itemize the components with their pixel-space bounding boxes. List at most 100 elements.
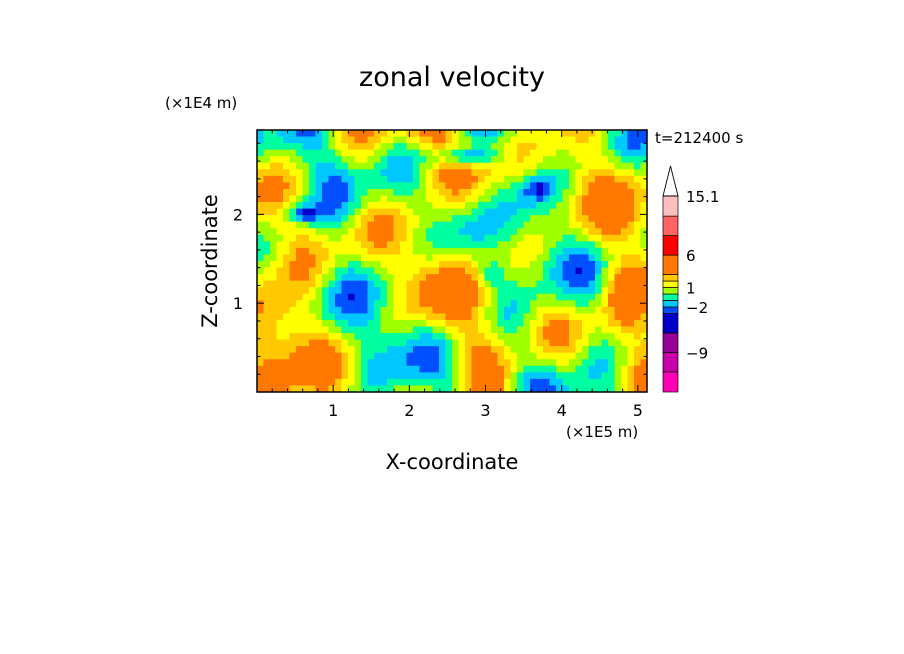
field-cell <box>283 136 290 144</box>
field-cell <box>510 162 518 170</box>
field-cell <box>621 221 628 229</box>
field-cell <box>361 202 368 209</box>
field-cell <box>504 136 511 144</box>
field-cell <box>458 221 466 229</box>
field-cell <box>270 188 277 196</box>
field-cell <box>413 306 420 314</box>
field-cell <box>374 241 381 249</box>
field-cell <box>478 313 485 321</box>
field-cell <box>439 143 446 151</box>
field-cell <box>497 215 505 223</box>
field-cell <box>309 339 316 347</box>
field-cell <box>387 306 394 314</box>
field-cell <box>413 221 420 229</box>
field-cell <box>419 149 427 157</box>
field-cell <box>276 228 284 236</box>
field-cell <box>367 162 375 170</box>
field-cell <box>458 162 466 170</box>
field-cell <box>562 247 570 255</box>
field-cell <box>575 234 583 242</box>
field-cell <box>367 247 375 255</box>
field-cell <box>582 280 589 288</box>
field-cell <box>387 188 394 196</box>
field-cell <box>400 372 407 380</box>
field-cell <box>302 195 310 203</box>
field-cell <box>614 202 622 209</box>
field-cell <box>309 378 316 386</box>
field-cell <box>504 339 511 347</box>
field-cell <box>348 326 355 334</box>
field-cell <box>575 195 583 203</box>
field-cell <box>315 162 323 170</box>
field-cell <box>387 156 394 164</box>
field-cell <box>400 346 407 354</box>
field-cell <box>263 149 271 157</box>
field-cell <box>315 385 323 392</box>
colorbar-swatch <box>662 371 679 393</box>
field-cell <box>400 136 407 144</box>
field-cell <box>575 372 583 380</box>
field-cell <box>361 162 368 170</box>
field-cell <box>530 149 537 157</box>
field-cell <box>608 319 615 327</box>
field-cell <box>517 287 524 295</box>
field-cell <box>367 306 375 314</box>
field-cell <box>582 274 589 282</box>
field-cell <box>536 365 544 373</box>
field-cell <box>510 188 518 196</box>
colorbar-swatch <box>662 254 679 275</box>
field-cell <box>575 333 583 340</box>
field-cell <box>536 162 544 170</box>
field-cell <box>471 195 479 203</box>
field-cell <box>504 208 511 216</box>
field-cell <box>335 306 342 314</box>
field-cell <box>484 378 492 386</box>
field-cell <box>497 339 505 347</box>
field-cell <box>400 293 407 301</box>
field-cell <box>348 215 355 223</box>
field-cell <box>309 169 316 177</box>
field-cell <box>582 254 589 262</box>
field-cell <box>562 280 570 288</box>
field-cell <box>504 247 511 255</box>
field-cell <box>406 319 414 327</box>
field-cell <box>406 143 414 151</box>
field-cell <box>575 208 583 216</box>
field-cell <box>497 143 505 151</box>
field-cell <box>484 162 492 170</box>
field-cell <box>309 195 316 203</box>
field-cell <box>465 287 472 295</box>
field-cell <box>588 136 596 144</box>
field-cell <box>426 306 433 314</box>
field-cell <box>543 234 550 242</box>
field-cell <box>517 221 524 229</box>
field-cell <box>432 346 440 354</box>
field-cell <box>315 247 323 255</box>
field-cell <box>263 359 271 367</box>
field-cell <box>569 162 576 170</box>
field-cell <box>536 149 544 157</box>
field-cell <box>283 372 290 380</box>
field-cell <box>497 365 505 373</box>
field-cell <box>562 352 570 360</box>
field-cell <box>452 280 459 288</box>
field-cell <box>562 175 570 183</box>
field-cell <box>393 175 401 183</box>
field-cell <box>504 326 511 334</box>
field-cell <box>582 300 589 308</box>
field-cell <box>478 346 485 354</box>
field-cell <box>582 188 589 196</box>
field-cell <box>374 254 381 262</box>
field-cell <box>419 175 427 183</box>
field-cell <box>296 352 303 360</box>
field-cell <box>289 313 297 321</box>
field-cell <box>595 293 602 301</box>
field-cell <box>354 280 362 288</box>
field-cell <box>569 208 576 216</box>
field-cell <box>432 188 440 196</box>
field-cell <box>621 378 628 386</box>
field-cell <box>588 267 596 275</box>
field-cell <box>562 313 570 321</box>
field-cell <box>283 182 290 190</box>
field-cell <box>543 228 550 236</box>
